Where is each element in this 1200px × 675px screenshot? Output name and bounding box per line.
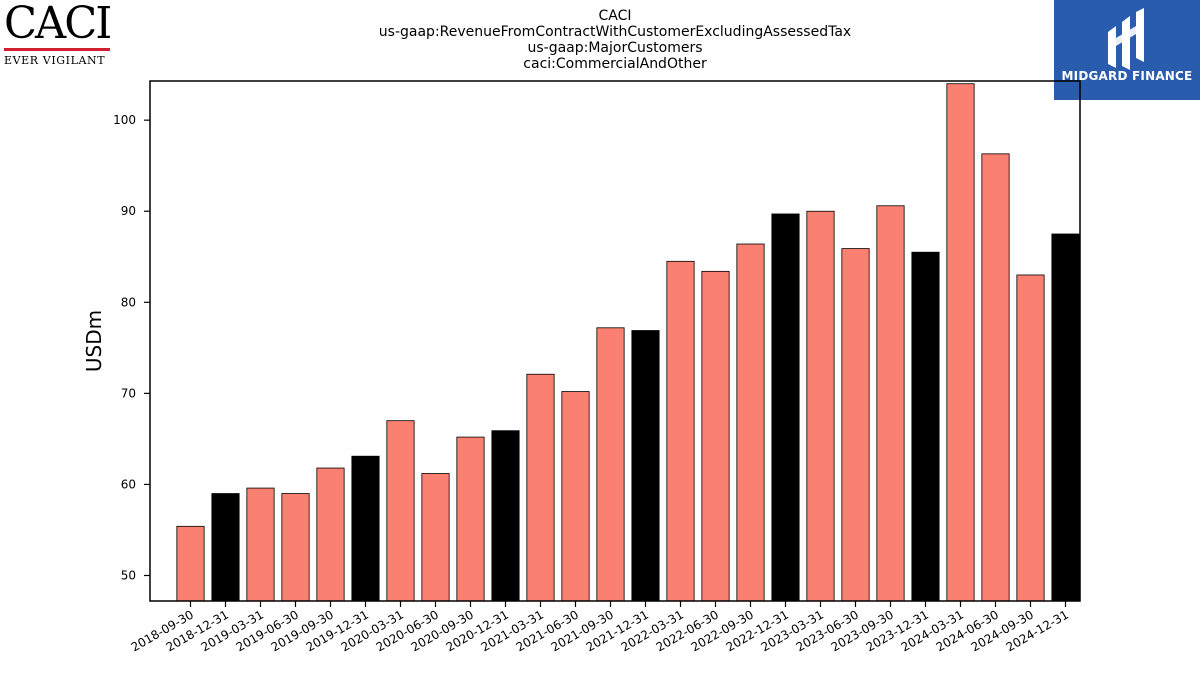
bar: [596, 327, 625, 602]
bar: [876, 205, 905, 602]
bar: [701, 270, 730, 602]
bar: [946, 83, 975, 602]
bar: [386, 420, 415, 602]
caci-logo-rule: [4, 48, 110, 51]
y-tick-label: 60: [121, 477, 136, 491]
bar: [1051, 233, 1080, 602]
midgard-finance-logo: MIDGARD FINANCE: [1054, 0, 1200, 100]
bar: [456, 436, 485, 602]
bar: [841, 248, 870, 602]
bar: [316, 467, 345, 602]
bar: [176, 525, 205, 602]
y-tick-label: 70: [121, 386, 136, 400]
bar: [771, 213, 800, 602]
chart-title-line: us-gaap:RevenueFromContractWithCustomerE…: [379, 24, 851, 40]
y-axis-label: USDm: [82, 310, 106, 372]
bar: [981, 153, 1010, 602]
bar: [211, 493, 240, 602]
bar: [526, 373, 555, 602]
bar: [631, 330, 660, 602]
y-tick-label: 100: [113, 113, 136, 127]
chart-title-line: us-gaap:MajorCustomers: [527, 40, 702, 56]
caci-logo: CACI EVER VIGILANT: [4, 2, 114, 68]
bar: [911, 251, 940, 602]
midgard-brand-text: MIDGARD FINANCE: [1061, 69, 1193, 83]
caci-wordmark: CACI: [4, 0, 112, 49]
bar-series: [176, 83, 1080, 602]
chart-title-line: CACI: [598, 8, 631, 24]
bar: [806, 210, 835, 602]
bar: [421, 473, 450, 602]
chart-title-line: caci:CommercialAndOther: [523, 56, 707, 72]
bar: [561, 391, 590, 602]
y-tick-label: 50: [121, 569, 136, 583]
y-axis: 50 60 70 80 90 100: [113, 113, 150, 583]
caci-tagline: EVER VIGILANT: [4, 54, 106, 67]
bar: [666, 260, 695, 602]
plot-area-frame: [149, 80, 1081, 602]
bar: [281, 493, 310, 602]
x-axis: 2018-09-302018-12-312019-03-312019-06-30…: [129, 601, 1071, 654]
bar: [736, 243, 765, 602]
y-tick-label: 80: [121, 295, 136, 309]
midgard-emblem-icon: [1108, 8, 1144, 70]
bar: [351, 455, 380, 602]
y-tick-label: 90: [121, 204, 136, 218]
chart-title: CACI us-gaap:RevenueFromContractWithCust…: [379, 8, 851, 72]
bar: [246, 487, 275, 602]
bar: [1016, 274, 1045, 602]
bar: [491, 430, 520, 602]
